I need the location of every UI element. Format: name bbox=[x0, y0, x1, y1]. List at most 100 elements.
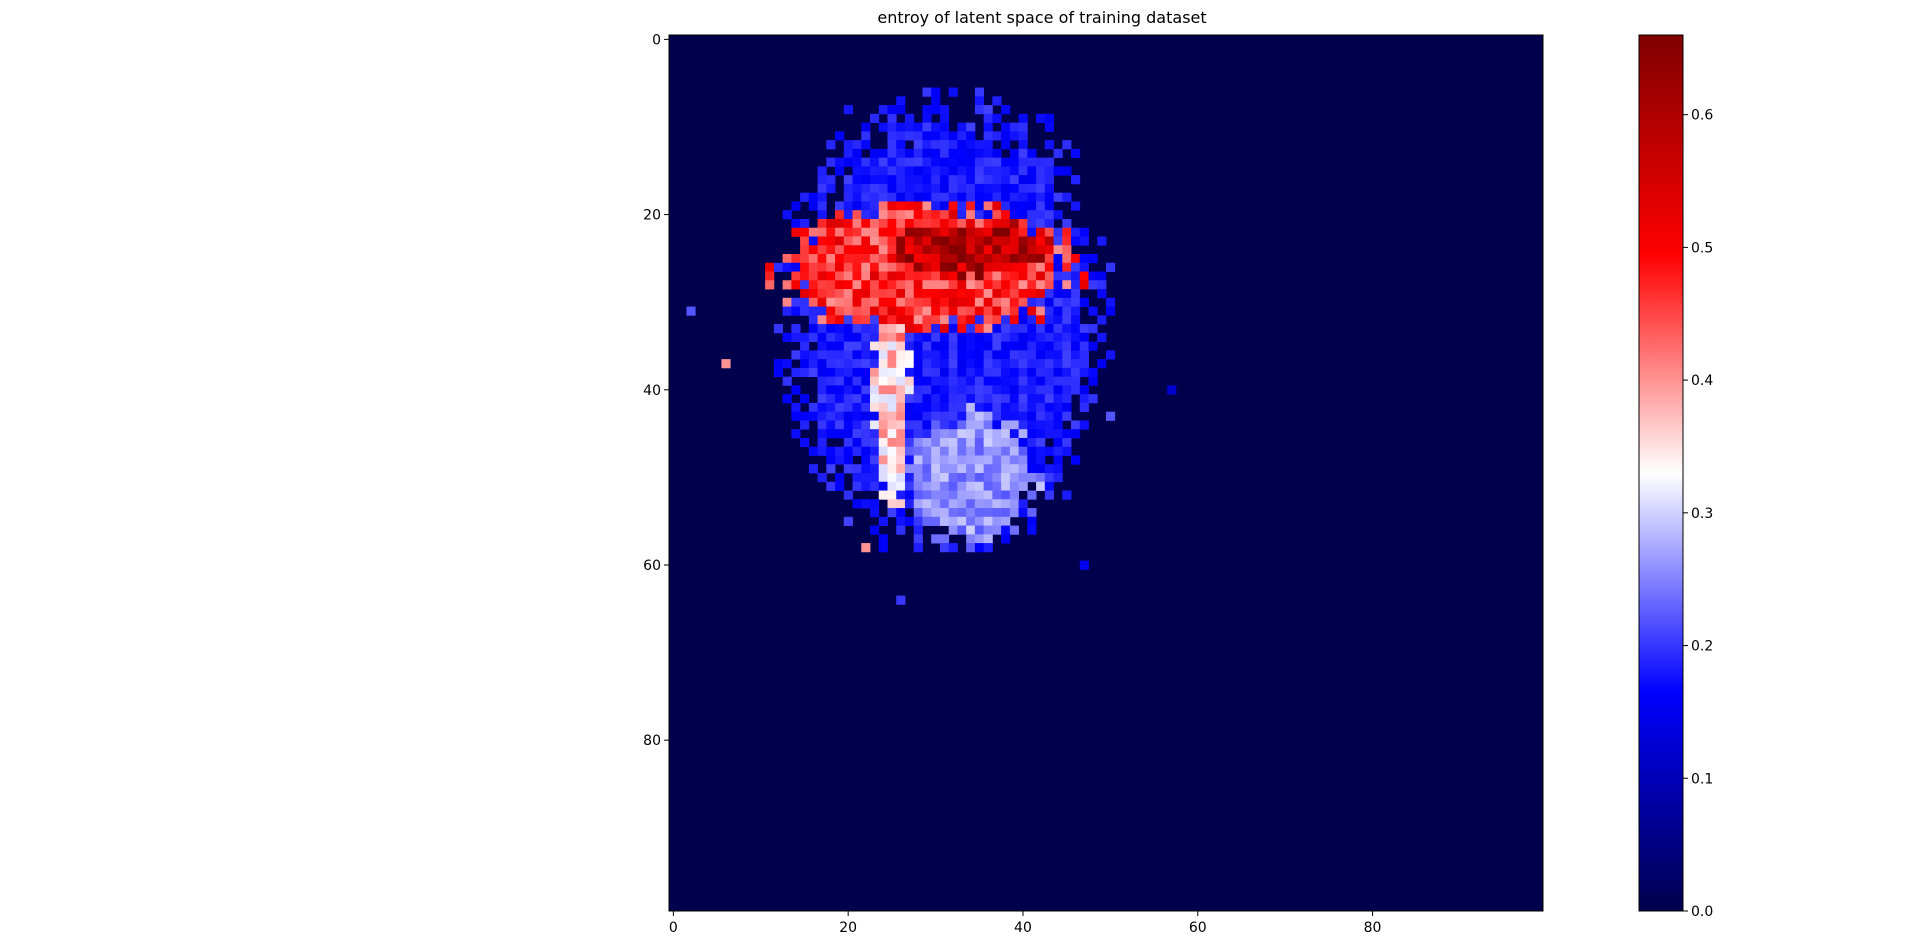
heatmap-cell bbox=[808, 254, 818, 264]
heatmap-cell bbox=[974, 297, 985, 307]
heatmap-cell bbox=[966, 183, 976, 194]
heatmap-cell bbox=[1018, 437, 1028, 448]
heatmap-cell bbox=[1018, 481, 1028, 491]
heatmap-cell bbox=[817, 201, 827, 211]
heatmap-cell bbox=[983, 394, 993, 404]
heatmap-cell bbox=[957, 122, 967, 132]
chart-title: entroy of latent space of training datas… bbox=[877, 8, 1206, 27]
heatmap-cell bbox=[896, 359, 906, 369]
heatmap-cell bbox=[1044, 280, 1054, 290]
heatmap-cell bbox=[1009, 166, 1019, 176]
heatmap-cell bbox=[896, 499, 906, 509]
heatmap-cell bbox=[896, 140, 906, 150]
heatmap-cell bbox=[974, 210, 985, 220]
heatmap-cell bbox=[913, 332, 923, 342]
heatmap-cell bbox=[887, 297, 897, 307]
heatmap-cell bbox=[974, 87, 985, 97]
heatmap-cell bbox=[974, 420, 985, 430]
heatmap-cell bbox=[1071, 420, 1081, 430]
heatmap-cell bbox=[843, 192, 853, 202]
heatmap-cell bbox=[817, 262, 827, 272]
heatmap-cell bbox=[992, 175, 1002, 185]
heatmap-cell bbox=[791, 227, 801, 237]
colorbar-tick-label: 0.2 bbox=[1691, 639, 1713, 655]
heatmap-cell bbox=[966, 218, 976, 229]
heatmap-cell bbox=[1027, 306, 1037, 316]
heatmap-cell bbox=[974, 446, 985, 456]
heatmap-cell bbox=[800, 306, 810, 316]
heatmap-cell bbox=[966, 411, 976, 421]
heatmap-cell bbox=[896, 341, 906, 351]
heatmap-cell bbox=[887, 402, 897, 413]
heatmap-cell bbox=[1027, 473, 1037, 483]
heatmap-cell bbox=[791, 254, 801, 264]
heatmap-cell bbox=[843, 271, 853, 281]
heatmap-cell bbox=[800, 394, 810, 404]
heatmap-cell bbox=[887, 473, 897, 483]
heatmap-cell bbox=[957, 394, 967, 404]
heatmap-cell bbox=[1053, 166, 1063, 176]
heatmap-cell bbox=[1027, 192, 1037, 202]
heatmap-cell bbox=[826, 306, 836, 316]
heatmap-cell bbox=[852, 402, 862, 413]
heatmap-cell bbox=[826, 271, 836, 281]
heatmap-cell bbox=[992, 113, 1002, 123]
heatmap-cell bbox=[817, 367, 827, 378]
heatmap-cell bbox=[896, 420, 906, 430]
heatmap-cell bbox=[966, 376, 976, 386]
heatmap-cell bbox=[1018, 341, 1028, 351]
heatmap-cell bbox=[992, 324, 1002, 334]
heatmap-cell bbox=[878, 236, 888, 246]
heatmap-cell bbox=[835, 306, 845, 316]
heatmap-cell bbox=[948, 271, 958, 281]
heatmap-cell bbox=[1053, 236, 1063, 246]
heatmap-cell bbox=[861, 446, 871, 456]
heatmap-cell bbox=[1036, 262, 1046, 272]
heatmap-cell bbox=[808, 271, 818, 281]
heatmap-cell bbox=[904, 402, 915, 413]
heatmap-cell bbox=[992, 437, 1002, 448]
heatmap-cell bbox=[913, 367, 923, 378]
heatmap-cell bbox=[1053, 315, 1063, 325]
heatmap-cell bbox=[843, 376, 853, 386]
heatmap-cell bbox=[1167, 385, 1177, 395]
heatmap-cell bbox=[966, 245, 976, 255]
heatmap-cell bbox=[1071, 271, 1081, 281]
heatmap-cell bbox=[974, 525, 985, 535]
heatmap-cell bbox=[817, 420, 827, 430]
heatmap-cell bbox=[878, 341, 888, 351]
heatmap-cell bbox=[791, 350, 801, 360]
heatmap-cell bbox=[1097, 315, 1107, 325]
heatmap-cell bbox=[1018, 148, 1028, 159]
heatmap-cell bbox=[896, 464, 906, 474]
heatmap-cell bbox=[966, 499, 976, 509]
heatmap-cell bbox=[1062, 262, 1072, 272]
heatmap-cell bbox=[870, 218, 880, 229]
heatmap-cell bbox=[957, 315, 967, 325]
heatmap-cell bbox=[1001, 201, 1011, 211]
heatmap-cell bbox=[861, 350, 871, 360]
heatmap-cell bbox=[948, 525, 958, 535]
heatmap-cell bbox=[904, 227, 915, 237]
heatmap-cell bbox=[826, 429, 836, 439]
heatmap-cell bbox=[852, 280, 862, 290]
heatmap-cell bbox=[1001, 394, 1011, 404]
heatmap-cell bbox=[922, 394, 932, 404]
heatmap-cell bbox=[1018, 175, 1028, 185]
heatmap-cell bbox=[1097, 280, 1107, 290]
heatmap-cell bbox=[808, 297, 818, 307]
heatmap-cell bbox=[974, 490, 985, 500]
heatmap-cell bbox=[852, 437, 862, 448]
heatmap-cell bbox=[870, 324, 880, 334]
heatmap-cell bbox=[878, 464, 888, 474]
heatmap-cell bbox=[966, 148, 976, 159]
x-tick-label: 20 bbox=[839, 920, 857, 936]
heatmap-cell bbox=[948, 289, 958, 299]
heatmap-cell bbox=[878, 446, 888, 456]
heatmap-cell bbox=[939, 376, 950, 386]
heatmap-cell bbox=[931, 183, 941, 194]
heatmap-cell bbox=[966, 367, 976, 378]
heatmap-cell bbox=[817, 359, 827, 369]
heatmap-cell bbox=[904, 499, 915, 509]
heatmap-cell bbox=[957, 490, 967, 500]
